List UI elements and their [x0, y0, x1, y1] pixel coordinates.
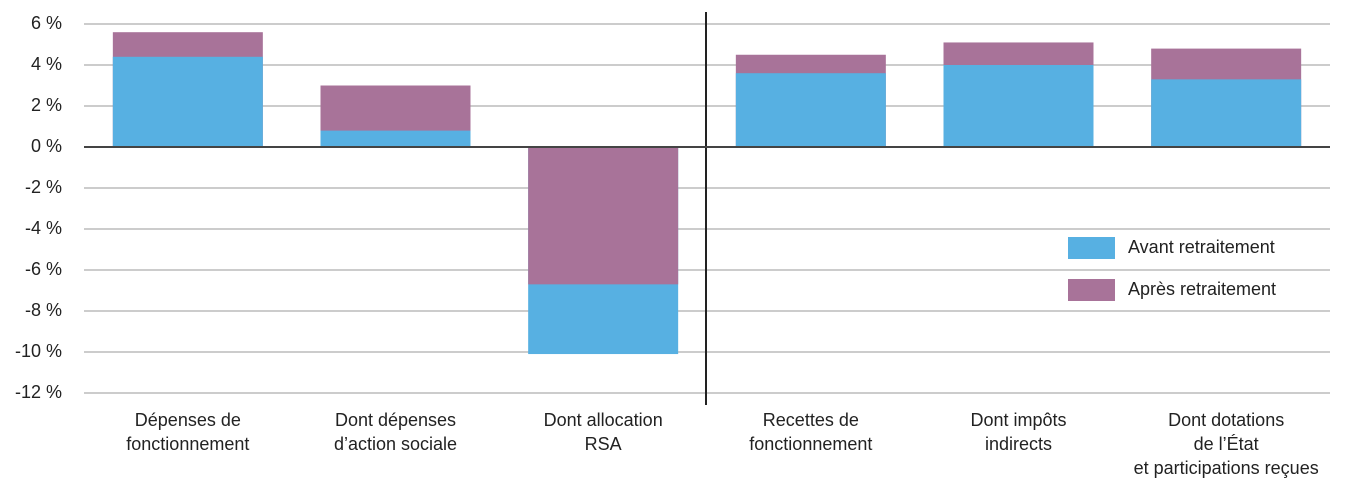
x-tick-label: d’action sociale [334, 434, 457, 454]
bar [112, 56, 263, 147]
x-tick-label: Dont allocation [544, 410, 663, 430]
x-tick-label: Dont impôts [970, 410, 1066, 430]
bar [528, 147, 679, 285]
x-tick-label: Dont dotations [1168, 410, 1284, 430]
bar [320, 130, 471, 147]
y-tick-label: 2 % [31, 95, 62, 115]
y-tick-label: -2 % [25, 177, 62, 197]
y-tick-label: -8 % [25, 300, 62, 320]
x-tick-label: Recettes de [763, 410, 859, 430]
y-tick-label: -4 % [25, 218, 62, 238]
x-tick-label: fonctionnement [749, 434, 872, 454]
bar [943, 65, 1094, 147]
x-tick-label: Dont dépenses [335, 410, 456, 430]
bar [735, 73, 886, 147]
x-tick-label: et participations reçues [1134, 458, 1319, 478]
y-tick-label: 6 % [31, 13, 62, 33]
y-tick-label: 0 % [31, 136, 62, 156]
legend-swatch [1068, 279, 1115, 301]
x-tick-label: RSA [585, 434, 622, 454]
y-tick-label: -10 % [15, 341, 62, 361]
legend-swatch [1068, 237, 1115, 259]
x-tick-label: de l’État [1194, 434, 1259, 454]
x-tick-label: Dépenses de [135, 410, 241, 430]
y-tick-label: -6 % [25, 259, 62, 279]
y-tick-label: 4 % [31, 54, 62, 74]
x-tick-label: indirects [985, 434, 1052, 454]
bar [1151, 79, 1302, 147]
legend-label: Avant retraitement [1128, 237, 1275, 257]
x-tick-label: fonctionnement [126, 434, 249, 454]
y-tick-label: -12 % [15, 382, 62, 402]
legend-label: Après retraitement [1128, 279, 1276, 299]
